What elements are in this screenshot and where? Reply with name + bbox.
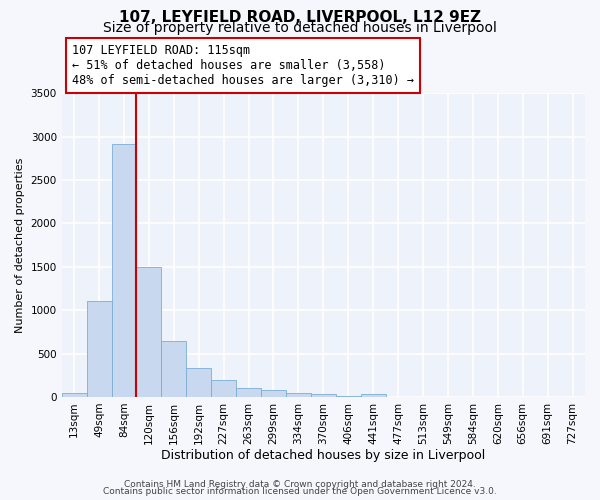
Bar xyxy=(211,380,236,397)
Bar xyxy=(186,368,211,397)
Bar xyxy=(311,394,336,397)
Text: Contains public sector information licensed under the Open Government Licence v3: Contains public sector information licen… xyxy=(103,488,497,496)
Bar xyxy=(62,392,86,397)
Y-axis label: Number of detached properties: Number of detached properties xyxy=(15,158,25,333)
Bar xyxy=(261,390,286,397)
Bar xyxy=(336,396,361,397)
Bar xyxy=(361,394,386,397)
Text: 107 LEYFIELD ROAD: 115sqm
← 51% of detached houses are smaller (3,558)
48% of se: 107 LEYFIELD ROAD: 115sqm ← 51% of detac… xyxy=(72,44,414,87)
Bar xyxy=(161,340,186,397)
Bar xyxy=(286,394,311,397)
Bar xyxy=(112,144,136,397)
Text: Size of property relative to detached houses in Liverpool: Size of property relative to detached ho… xyxy=(103,21,497,35)
Bar xyxy=(86,302,112,397)
Text: Contains HM Land Registry data © Crown copyright and database right 2024.: Contains HM Land Registry data © Crown c… xyxy=(124,480,476,489)
X-axis label: Distribution of detached houses by size in Liverpool: Distribution of detached houses by size … xyxy=(161,450,485,462)
Bar xyxy=(136,267,161,397)
Text: 107, LEYFIELD ROAD, LIVERPOOL, L12 9EZ: 107, LEYFIELD ROAD, LIVERPOOL, L12 9EZ xyxy=(119,10,481,25)
Bar xyxy=(236,388,261,397)
